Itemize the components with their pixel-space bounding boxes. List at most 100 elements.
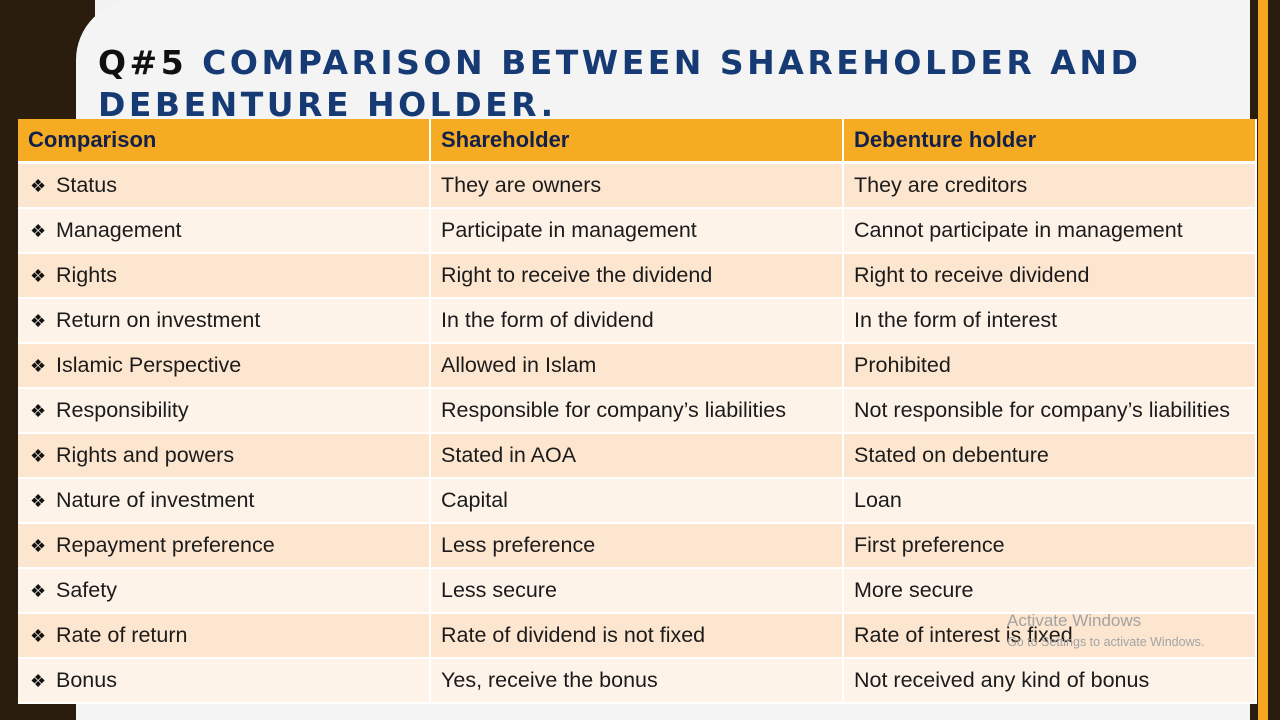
cell-text: Not responsible for company’s liabilitie… bbox=[854, 398, 1231, 422]
cell-text: First preference bbox=[854, 533, 1005, 557]
header-row: Comparison Shareholder Debenture holder bbox=[18, 119, 1257, 164]
cell-shareholder: Less secure bbox=[430, 568, 844, 614]
table-row: ❖ Bonus Yes, receive the bonus Not received… bbox=[18, 658, 1257, 704]
cell-text: Responsible for company’s liabilities bbox=[441, 398, 786, 422]
column-header-comparison: Comparison bbox=[18, 119, 431, 164]
cell-debenture-holder: Rate of interest is fixed bbox=[843, 613, 1257, 659]
cell-comparison: ❖ Islamic Perspective bbox=[18, 343, 431, 389]
cell-text: Return on investment bbox=[56, 308, 261, 332]
table-row: ❖ Responsibility Responsible for company’s… bbox=[18, 388, 1257, 434]
activate-windows-watermark: Activate Windows Go to Settings to activ… bbox=[1007, 611, 1204, 653]
cell-shareholder: Less preference bbox=[430, 523, 844, 569]
cell-text: Nature of investment bbox=[56, 488, 255, 512]
cell-debenture-holder: They are creditors bbox=[843, 162, 1257, 209]
cell-shareholder: Responsible for company’s liabilities bbox=[430, 388, 844, 434]
cell-text: Management bbox=[56, 218, 182, 242]
column-header-debenture-holder: Debenture holder bbox=[843, 119, 1257, 164]
cell-debenture-holder: Loan bbox=[843, 478, 1257, 524]
cell-shareholder: Right to receive the dividend bbox=[430, 253, 844, 299]
cell-text: Stated in AOA bbox=[441, 443, 577, 467]
cell-shareholder: In the form of dividend bbox=[430, 298, 844, 344]
table-body: ❖ Status They are owners They are creditors… bbox=[18, 162, 1257, 704]
title-text: COMPARISON BETWEEN SHAREHOLDER AND DEBEN… bbox=[98, 43, 1142, 124]
diamond-bullet-icon: ❖ bbox=[30, 491, 47, 511]
cell-comparison: ❖ Rights bbox=[18, 253, 431, 299]
cell-text: They are creditors bbox=[854, 173, 1028, 197]
cell-text: Rate of dividend is not fixed bbox=[441, 623, 706, 647]
cell-text: Right to receive dividend bbox=[854, 263, 1090, 287]
table-row: ❖ Rights Right to receive the dividend Righ… bbox=[18, 253, 1257, 299]
cell-text: Less preference bbox=[441, 533, 596, 557]
cell-text: Status bbox=[56, 173, 117, 197]
cell-text: Yes, receive the bonus bbox=[441, 668, 658, 692]
table-header: Comparison Shareholder Debenture holder bbox=[18, 119, 1257, 164]
cell-text: Participate in management bbox=[441, 218, 697, 242]
cell-debenture-holder: More secure bbox=[843, 568, 1257, 614]
diamond-bullet-icon: ❖ bbox=[30, 266, 47, 286]
cell-comparison: ❖ Nature of investment bbox=[18, 478, 431, 524]
cell-comparison: ❖ Repayment preference bbox=[18, 523, 431, 569]
cell-text: Prohibited bbox=[854, 353, 951, 377]
cell-text: Stated on debenture bbox=[854, 443, 1049, 467]
cell-text: Not received any kind of bonus bbox=[854, 668, 1150, 692]
cell-text: Safety bbox=[56, 578, 117, 602]
cell-comparison: ❖ Management bbox=[18, 208, 431, 254]
cell-text: More secure bbox=[854, 578, 974, 602]
cell-shareholder: They are owners bbox=[430, 162, 844, 209]
cell-comparison: ❖ Rights and powers bbox=[18, 433, 431, 479]
cell-comparison: ❖ Rate of return bbox=[18, 613, 431, 659]
cell-text: Responsibility bbox=[56, 398, 189, 422]
watermark-subtitle: Go to Settings to activate Windows. bbox=[1007, 635, 1205, 649]
cell-text: Rights bbox=[56, 263, 117, 287]
cell-text: In the form of dividend bbox=[441, 308, 654, 332]
cell-text: In the form of interest bbox=[854, 308, 1058, 332]
cell-text: Less secure bbox=[441, 578, 557, 602]
right-accent-bar bbox=[1258, 0, 1268, 720]
question-number: Q#5 bbox=[98, 43, 188, 82]
cell-comparison: ❖ Safety bbox=[18, 568, 431, 614]
table-row: ❖ Management Participate in management Cann… bbox=[18, 208, 1257, 254]
cell-comparison: ❖ Responsibility bbox=[18, 388, 431, 434]
cell-comparison: ❖ Return on investment bbox=[18, 298, 431, 344]
cell-shareholder: Yes, receive the bonus bbox=[430, 658, 844, 704]
diamond-bullet-icon: ❖ bbox=[30, 626, 47, 646]
cell-text: Allowed in Islam bbox=[441, 353, 597, 377]
comparison-table: Comparison Shareholder Debenture holder … bbox=[18, 119, 1257, 704]
diamond-bullet-icon: ❖ bbox=[30, 356, 47, 376]
table-row: ❖ Safety Less secure More secure bbox=[18, 568, 1257, 614]
cell-shareholder: Stated in AOA bbox=[430, 433, 844, 479]
cell-debenture-holder: Prohibited bbox=[843, 343, 1257, 389]
diamond-bullet-icon: ❖ bbox=[30, 581, 47, 601]
diamond-bullet-icon: ❖ bbox=[30, 221, 47, 241]
cell-text: Repayment preference bbox=[56, 533, 275, 557]
comparison-table-container: Comparison Shareholder Debenture holder … bbox=[18, 119, 1257, 704]
diamond-bullet-icon: ❖ bbox=[30, 311, 47, 331]
cell-debenture-holder: Cannot participate in management bbox=[843, 208, 1257, 254]
table-row: ❖ Repayment preference Less preference Firs… bbox=[18, 523, 1257, 569]
cell-debenture-holder: Stated on debenture bbox=[843, 433, 1257, 479]
cell-text: Capital bbox=[441, 488, 508, 512]
column-header-shareholder: Shareholder bbox=[430, 119, 844, 164]
cell-debenture-holder: In the form of interest bbox=[843, 298, 1257, 344]
table-row: ❖ Nature of investment Capital Loan bbox=[18, 478, 1257, 524]
cell-text: Loan bbox=[854, 488, 902, 512]
cell-shareholder: Capital bbox=[430, 478, 844, 524]
table-row: ❖ Status They are owners They are creditors bbox=[18, 162, 1257, 209]
cell-text: Cannot participate in management bbox=[854, 218, 1183, 242]
cell-comparison: ❖ Bonus bbox=[18, 658, 431, 704]
cell-shareholder: Rate of dividend is not fixed bbox=[430, 613, 844, 659]
cell-text: They are owners bbox=[441, 173, 602, 197]
slide-title: Q#5 COMPARISON BETWEEN SHAREHOLDER AND D… bbox=[98, 42, 1228, 126]
table-row: ❖ Rights and powers Stated in AOA Stated on… bbox=[18, 433, 1257, 479]
cell-shareholder: Participate in management bbox=[430, 208, 844, 254]
diamond-bullet-icon: ❖ bbox=[30, 176, 47, 196]
table-row: ❖ Rate of return Rate of dividend is not f… bbox=[18, 613, 1257, 659]
cell-text: Rate of return bbox=[56, 623, 188, 647]
cell-debenture-holder: Not responsible for company’s liabilitie… bbox=[843, 388, 1257, 434]
table-row: ❖ Return on investment In the form of divi… bbox=[18, 298, 1257, 344]
diamond-bullet-icon: ❖ bbox=[30, 401, 47, 421]
cell-text: Rate of interest is fixed bbox=[854, 623, 1073, 647]
cell-shareholder: Allowed in Islam bbox=[430, 343, 844, 389]
cell-debenture-holder: First preference bbox=[843, 523, 1257, 569]
